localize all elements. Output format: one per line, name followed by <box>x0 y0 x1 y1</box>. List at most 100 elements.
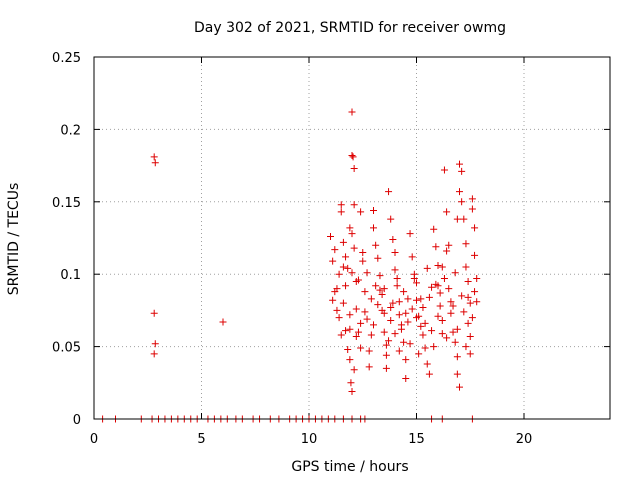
data-point <box>410 275 418 283</box>
data-point <box>346 325 354 333</box>
data-point <box>438 263 446 271</box>
data-point <box>349 153 357 161</box>
data-point <box>382 341 390 349</box>
data-point <box>367 331 375 339</box>
data-point <box>361 308 369 316</box>
data-point <box>453 370 461 378</box>
data-point <box>406 230 414 238</box>
data-point <box>464 319 472 327</box>
data-point <box>150 153 158 161</box>
data-point <box>443 247 451 255</box>
data-point <box>473 298 481 306</box>
data-point <box>460 215 468 223</box>
data-point <box>419 331 427 339</box>
y-tick-label: 0 <box>73 413 81 428</box>
data-point <box>361 288 369 296</box>
data-point <box>151 340 159 348</box>
data-point <box>471 288 479 296</box>
data-point <box>350 201 358 209</box>
data-point <box>468 195 476 203</box>
data-point <box>359 248 367 256</box>
data-point <box>385 188 393 196</box>
data-point <box>417 295 425 303</box>
data-point <box>376 286 384 294</box>
x-tick-label: 0 <box>90 432 98 447</box>
x-tick-label: 20 <box>516 432 533 447</box>
data-point <box>339 299 347 307</box>
data-point <box>466 350 474 358</box>
data-point <box>363 315 371 323</box>
data-point <box>464 293 472 301</box>
data-point <box>438 317 446 325</box>
data-point <box>462 240 470 248</box>
data-point <box>397 325 405 333</box>
data-point <box>462 343 470 351</box>
data-point <box>456 383 463 391</box>
data-point <box>430 343 438 351</box>
data-point <box>354 276 362 284</box>
data-point <box>413 279 420 287</box>
x-axis-title: GPS time / hours <box>291 459 408 475</box>
data-point <box>408 305 416 313</box>
data-point <box>365 363 373 371</box>
data-point <box>458 167 466 175</box>
data-point <box>347 379 355 387</box>
data-point <box>352 305 360 313</box>
data-point <box>460 308 468 316</box>
data-point <box>219 318 227 326</box>
data-point <box>456 188 463 196</box>
data-point <box>348 230 356 238</box>
data-point <box>468 205 476 213</box>
data-point <box>348 151 356 159</box>
data-point <box>376 272 384 280</box>
data-point <box>354 328 362 336</box>
data-point <box>421 319 429 327</box>
data-point <box>333 285 341 293</box>
data-point <box>436 302 444 310</box>
data-point <box>339 238 347 246</box>
data-point <box>387 317 395 325</box>
grid-lines <box>94 57 610 419</box>
x-tick-label: 15 <box>408 432 425 447</box>
data-point <box>385 337 393 345</box>
data-point <box>342 327 350 335</box>
data-point <box>380 309 388 317</box>
data-point <box>402 374 410 382</box>
data-point <box>335 270 343 278</box>
data-point <box>337 331 345 339</box>
data-point <box>471 224 479 232</box>
data-point <box>350 164 358 172</box>
data-point <box>404 318 412 326</box>
data-point <box>380 285 388 293</box>
data-point <box>352 332 360 340</box>
data-point <box>348 269 356 277</box>
data-point <box>434 312 442 320</box>
data-point <box>447 309 455 317</box>
data-point <box>445 241 453 249</box>
data-point <box>443 208 451 216</box>
data-point <box>451 338 459 346</box>
data-point <box>329 296 337 304</box>
axis-ticks: 0 5 10 15 20 0 0.05 0.1 0.15 0.2 0.25 <box>52 51 610 447</box>
data-point <box>331 246 339 254</box>
data-point <box>372 282 380 290</box>
data-point <box>421 344 429 352</box>
data-point <box>453 353 461 361</box>
data-point <box>404 295 412 303</box>
data-point <box>464 277 472 285</box>
data-point <box>350 366 358 374</box>
data-point <box>357 208 365 216</box>
data-point <box>462 263 470 271</box>
data-point <box>425 370 433 378</box>
data-point <box>378 290 386 298</box>
data-point <box>471 251 479 259</box>
data-point <box>337 208 345 216</box>
data-point <box>391 330 399 338</box>
data-point <box>453 325 461 333</box>
data-point <box>449 328 457 336</box>
data-point <box>350 244 358 252</box>
data-point <box>417 322 425 330</box>
data-point <box>387 304 395 312</box>
data-point <box>342 282 350 290</box>
